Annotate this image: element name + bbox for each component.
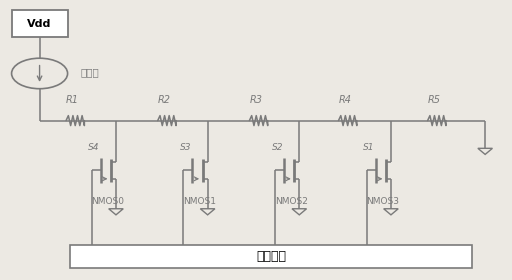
Text: R1: R1 (66, 95, 79, 105)
Text: S4: S4 (88, 143, 100, 153)
Text: NMOS0: NMOS0 (92, 197, 124, 206)
Text: S2: S2 (271, 143, 283, 153)
Bar (12, 10, 68, 38)
Text: NMOS2: NMOS2 (275, 197, 308, 206)
Text: R2: R2 (158, 95, 171, 105)
Text: S3: S3 (180, 143, 191, 153)
Text: Vdd: Vdd (28, 18, 52, 29)
Text: NMOS1: NMOS1 (183, 197, 216, 206)
Text: 数字信号: 数字信号 (257, 250, 286, 263)
Bar (70, 244, 473, 268)
Text: 总电流: 总电流 (80, 67, 99, 77)
Text: S1: S1 (363, 143, 375, 153)
Text: R3: R3 (249, 95, 263, 105)
Text: NMOS3: NMOS3 (367, 197, 399, 206)
Text: R5: R5 (428, 95, 441, 105)
Text: R4: R4 (338, 95, 352, 105)
